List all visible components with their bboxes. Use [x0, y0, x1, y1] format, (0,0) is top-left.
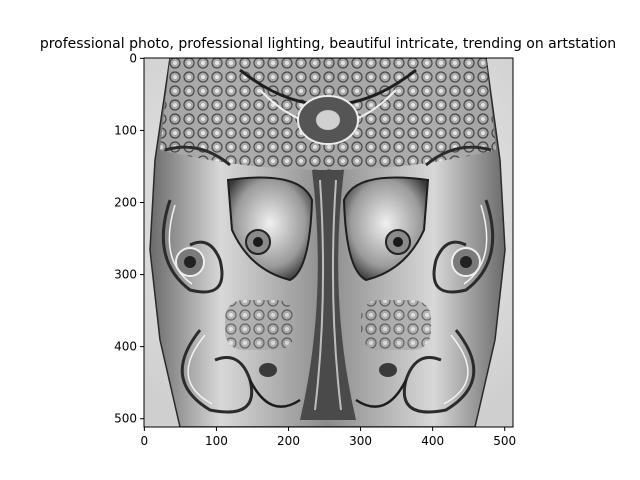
x-tick-label: 0	[141, 434, 149, 448]
y-tick-label: 400	[114, 340, 137, 354]
y-tick-label: 0	[129, 51, 137, 65]
y-tick-label: 200	[114, 196, 137, 210]
x-tick-label: 200	[277, 434, 300, 448]
photo-image	[144, 58, 513, 427]
y-tick-label: 300	[114, 268, 137, 282]
figure-title: professional photo, professional lightin…	[40, 36, 616, 52]
axes-frame	[143, 57, 514, 428]
x-tick-label: 500	[493, 434, 516, 448]
x-tick-label: 100	[205, 434, 228, 448]
y-axis-ticks: 0 100 200 300 400 500	[114, 51, 144, 426]
x-axis-ticks: 0 100 200 300 400 500	[141, 427, 516, 448]
x-tick-label: 400	[421, 434, 444, 448]
y-tick-label: 100	[114, 123, 137, 137]
x-tick-label: 300	[349, 434, 372, 448]
y-tick-label: 500	[114, 412, 137, 426]
